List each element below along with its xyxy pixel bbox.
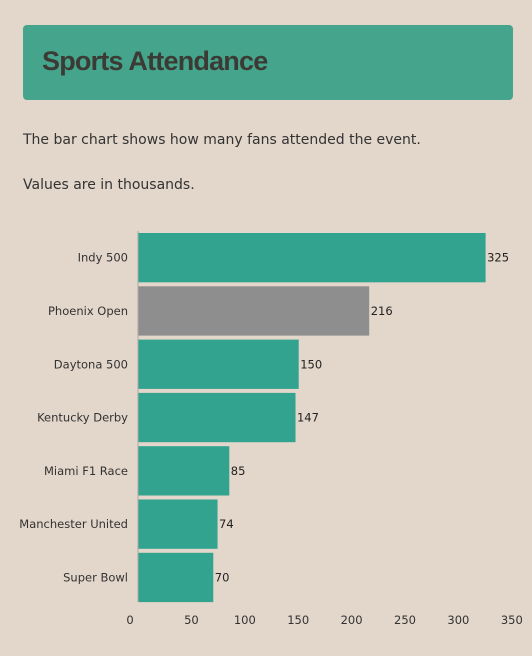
units-note: Values are in thousands. [23,177,195,193]
page-title: Sports Attendance [42,46,268,76]
category-label-phoenix-open: Phoenix Open [48,304,128,318]
value-label-kentucky-derby: 147 [297,411,319,425]
x-tick-label-250: 250 [394,613,416,627]
x-tick-label-300: 300 [447,613,469,627]
bar-phoenix-open [138,286,370,336]
value-label-indy-500: 325 [487,251,509,265]
x-tick-label-350: 350 [501,613,523,627]
x-tick-label-200: 200 [341,613,363,627]
value-label-daytona-500: 150 [300,357,322,371]
bar-kentucky-derby [138,392,296,443]
chart-description: The bar chart shows how many fans attend… [23,132,421,148]
bar-daytona-500 [138,339,299,389]
value-label-super-bowl: 70 [215,570,230,584]
bar-manchester-united [138,499,218,549]
category-label-kentucky-derby: Kentucky Derby [37,411,128,425]
x-tick-label-0: 0 [126,613,133,627]
title-banner: Sports Attendance [23,25,513,100]
category-label-indy-500: Indy 500 [78,251,128,265]
x-tick-label-150: 150 [287,613,309,627]
category-label-manchester-united: Manchester United [19,517,128,531]
bar-super-bowl [138,552,214,603]
category-label-miami-f1-race: Miami F1 Race [44,464,128,478]
category-label-daytona-500: Daytona 500 [54,357,128,371]
x-tick-label-50: 50 [184,613,199,627]
x-tick-label-100: 100 [234,613,256,627]
bar-miami-f1-race [138,446,230,496]
category-label-super-bowl: Super Bowl [63,570,128,584]
value-label-phoenix-open: 216 [371,304,393,318]
value-label-manchester-united: 74 [219,517,234,531]
bar-indy-500 [138,233,486,283]
value-label-miami-f1-race: 85 [231,464,246,478]
